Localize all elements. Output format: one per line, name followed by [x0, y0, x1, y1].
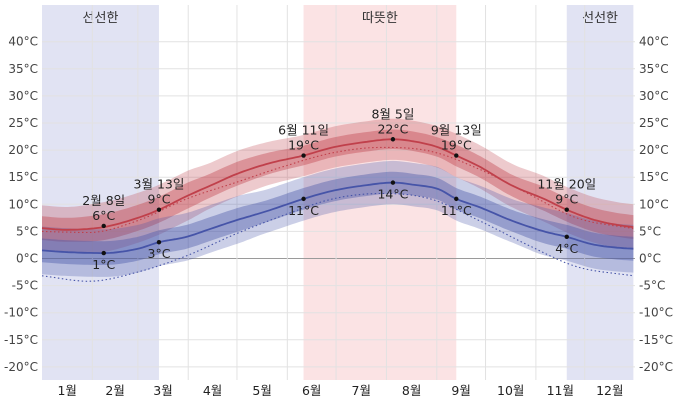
y-tick-left: 10°C	[8, 197, 38, 211]
annotation-dot	[301, 153, 306, 158]
season-label: 따뜻한	[362, 11, 398, 26]
annotation-dot	[390, 180, 396, 185]
x-tick-month: 12월	[596, 383, 623, 398]
season-label: 선선한	[582, 11, 618, 26]
annotation-dot	[301, 196, 306, 202]
temperature-lines	[41, 138, 634, 282]
y-tick-left: 25°C	[8, 116, 38, 130]
annotation-dot	[564, 234, 569, 240]
y-tick-right: 15°C	[639, 170, 669, 184]
y-tick-right: -5°C	[639, 279, 665, 293]
annotation-dot	[156, 240, 162, 245]
annotation-temp: 9°C	[148, 192, 171, 207]
annotation-temp: 19°C	[288, 138, 319, 153]
annotation-date: 8월 5일	[371, 106, 414, 121]
y-tick-right: -15°C	[639, 333, 673, 347]
x-tick-month: 7월	[352, 383, 371, 398]
annotation-date: 2월 8일	[82, 193, 125, 208]
y-tick-left: 0°C	[16, 252, 38, 266]
low-dotted-line	[41, 192, 634, 282]
annotation-temp: 9°C	[555, 192, 578, 207]
annotation-temp: 3°C	[148, 246, 171, 261]
y-tick-left: -10°C	[4, 306, 38, 320]
y-tick-right: 20°C	[639, 143, 669, 157]
annotation-temp: 19°C	[441, 138, 472, 153]
y-tick-right: 25°C	[639, 116, 669, 130]
y-tick-right: -10°C	[639, 306, 673, 320]
axis-labels: -20°C -20°C -15°C -15°C -10°C -10°C -5°C -5°C 0°…	[4, 35, 673, 398]
y-tick-left: -20°C	[4, 360, 38, 374]
y-tick-right: 35°C	[639, 62, 669, 76]
annotation-temp: 11°C	[288, 203, 319, 218]
y-tick-left: 20°C	[8, 143, 38, 157]
annotation-dot	[390, 137, 396, 142]
annotation-date: 6월 11일	[278, 123, 329, 138]
annotation-dot	[454, 196, 459, 202]
season-band	[42, 5, 159, 380]
annotation-dot	[156, 207, 162, 212]
y-tick-right: -20°C	[639, 360, 673, 374]
season-label: 선선한	[83, 11, 119, 26]
y-tick-left: 35°C	[8, 62, 38, 76]
y-tick-left: -5°C	[12, 279, 38, 293]
y-tick-right: 0°C	[639, 252, 661, 266]
x-tick-month: 3월	[153, 383, 172, 398]
y-tick-right: 40°C	[639, 35, 669, 49]
grid	[42, 5, 635, 380]
y-tick-right: 30°C	[639, 89, 669, 103]
annotation-temp: 14°C	[377, 187, 408, 202]
annotation-temp: 4°C	[555, 241, 578, 256]
band-outer	[42, 118, 634, 254]
annotation-date: 11월 20일	[537, 177, 596, 192]
high-temp-line	[41, 138, 634, 231]
y-tick-left: 5°C	[16, 224, 38, 238]
high-dotted-line	[41, 146, 634, 234]
x-tick-month: 9월	[451, 383, 470, 398]
x-tick-month: 10월	[497, 383, 524, 398]
band-inner	[42, 171, 634, 265]
x-tick-month: 6월	[302, 383, 321, 398]
x-tick-month: 5월	[252, 383, 271, 398]
y-tick-left: -15°C	[4, 333, 38, 347]
annotation-temp: 11°C	[441, 203, 472, 218]
y-tick-left: 40°C	[8, 35, 38, 49]
annotation-temp: 1°C	[92, 257, 115, 272]
x-tick-month: 11월	[547, 383, 574, 398]
x-tick-month: 2월	[105, 383, 124, 398]
annotation-dot	[454, 153, 459, 158]
season-band	[566, 5, 634, 380]
x-tick-month: 8월	[402, 383, 421, 398]
annotation-dot	[564, 207, 569, 212]
low-temp-line	[41, 181, 634, 254]
annotation-dot	[101, 223, 106, 229]
annotation-dot	[101, 250, 106, 256]
annotation-date: 3월 13일	[134, 177, 185, 192]
annotation-temp: 6°C	[92, 208, 115, 223]
y-tick-left: 30°C	[8, 89, 38, 103]
annotation-date: 9월 13일	[431, 123, 482, 138]
band-outer	[42, 160, 634, 277]
y-tick-left: 15°C	[8, 170, 38, 184]
x-tick-month: 1월	[57, 383, 76, 398]
x-tick-month: 4월	[203, 383, 222, 398]
y-tick-right: 10°C	[639, 197, 669, 211]
annotation-temp: 22°C	[377, 121, 408, 136]
y-tick-right: 5°C	[639, 224, 661, 238]
